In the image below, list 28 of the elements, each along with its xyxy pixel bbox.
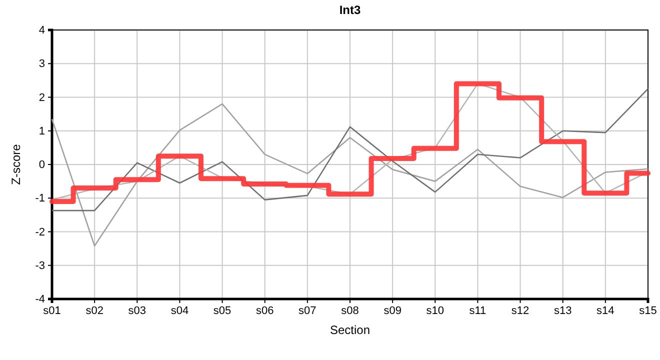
x-tick-label: s11 bbox=[469, 304, 486, 317]
y-axis-title: Z-score bbox=[9, 144, 23, 185]
x-tick-label: s05 bbox=[213, 304, 232, 317]
x-tick-label: s09 bbox=[384, 304, 402, 317]
x-tick-label: s07 bbox=[298, 304, 316, 317]
y-tick-label: 1 bbox=[38, 125, 45, 138]
y-tick-label: -4 bbox=[35, 294, 45, 306]
y-tick-label: -2 bbox=[35, 226, 45, 238]
y-tick-label: -1 bbox=[35, 192, 45, 205]
x-tick-label: s10 bbox=[426, 304, 444, 317]
x-axis-title: Section bbox=[330, 323, 370, 337]
y-tick-label: -3 bbox=[35, 260, 45, 272]
y-tick-label: 2 bbox=[38, 92, 45, 104]
x-tick-label: s13 bbox=[554, 304, 572, 317]
x-tick-label: s02 bbox=[86, 304, 104, 317]
y-tick-label: 3 bbox=[38, 58, 45, 70]
line-series bbox=[51, 103, 649, 247]
y-tick-label: 4 bbox=[38, 24, 45, 37]
x-tick-label: s01 bbox=[43, 304, 61, 317]
x-tick-label: s15 bbox=[639, 304, 657, 317]
x-tick-label: s06 bbox=[256, 304, 274, 317]
x-tick-label: s03 bbox=[128, 304, 146, 317]
x-tick-label: s04 bbox=[170, 304, 189, 317]
x-tick-label: s08 bbox=[341, 304, 359, 317]
x-tick-label: s14 bbox=[596, 304, 614, 317]
x-tick-label: s12 bbox=[511, 304, 530, 317]
y-tick-label: 0 bbox=[38, 159, 45, 172]
chart-title: Int3 bbox=[339, 3, 361, 17]
